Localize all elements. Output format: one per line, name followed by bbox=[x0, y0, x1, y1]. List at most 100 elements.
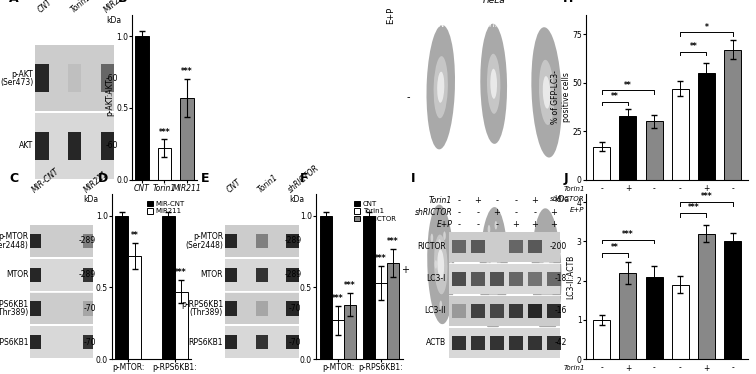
Circle shape bbox=[488, 225, 491, 234]
Text: -: - bbox=[679, 364, 682, 373]
Bar bbox=[509, 304, 523, 318]
Text: -70: -70 bbox=[289, 304, 302, 313]
Text: MIR211: MIR211 bbox=[102, 0, 130, 15]
Text: H: H bbox=[563, 0, 574, 5]
Bar bbox=[82, 335, 93, 349]
Y-axis label: % of GFP-LC3-
positive cells: % of GFP-LC3- positive cells bbox=[551, 70, 571, 124]
Text: CNT: CNT bbox=[225, 177, 243, 194]
Text: -60: -60 bbox=[105, 141, 118, 150]
Text: kDa: kDa bbox=[106, 16, 121, 25]
Bar bbox=[158, 148, 171, 180]
Text: ***: *** bbox=[387, 237, 399, 246]
Bar bbox=[82, 301, 93, 316]
Legend: MIR-CNT, MIR211: MIR-CNT, MIR211 bbox=[144, 198, 187, 217]
Bar bbox=[528, 240, 542, 254]
Circle shape bbox=[449, 257, 452, 265]
Bar bbox=[698, 73, 715, 180]
Text: **: ** bbox=[689, 42, 697, 51]
Bar bbox=[528, 304, 542, 318]
Bar bbox=[467, 15, 520, 187]
Circle shape bbox=[538, 270, 541, 278]
Text: HeLa: HeLa bbox=[482, 0, 505, 4]
Text: +: + bbox=[550, 220, 557, 229]
Text: +: + bbox=[730, 195, 736, 204]
Text: p-MTOR
(Ser2448): p-MTOR (Ser2448) bbox=[0, 232, 29, 249]
Text: -: - bbox=[600, 205, 603, 214]
Ellipse shape bbox=[480, 24, 507, 144]
Bar bbox=[256, 234, 268, 248]
Text: -: - bbox=[600, 364, 603, 373]
Text: -: - bbox=[514, 208, 517, 217]
Text: -42: -42 bbox=[554, 338, 567, 347]
Text: p-RPS6KB1
(Thr389): p-RPS6KB1 (Thr389) bbox=[0, 300, 29, 317]
Bar bbox=[528, 336, 542, 350]
Bar bbox=[414, 15, 467, 187]
Text: MTOR: MTOR bbox=[6, 270, 29, 279]
Text: -: - bbox=[731, 184, 734, 193]
Bar bbox=[471, 272, 485, 286]
Text: ***: *** bbox=[687, 203, 699, 212]
Text: -: - bbox=[514, 196, 517, 205]
Text: LC3-I: LC3-I bbox=[426, 274, 446, 283]
Bar bbox=[82, 234, 93, 248]
Bar bbox=[30, 292, 93, 325]
Text: ***: *** bbox=[344, 281, 356, 290]
Bar bbox=[414, 187, 467, 359]
Bar bbox=[101, 132, 114, 160]
Bar bbox=[101, 64, 114, 92]
Ellipse shape bbox=[490, 254, 497, 285]
Bar bbox=[593, 147, 610, 180]
Text: -: - bbox=[627, 205, 629, 214]
Text: ***: *** bbox=[332, 294, 344, 303]
Circle shape bbox=[546, 243, 548, 252]
Bar bbox=[646, 277, 662, 359]
Circle shape bbox=[542, 271, 545, 280]
Text: -289: -289 bbox=[79, 236, 96, 245]
Bar bbox=[225, 259, 299, 291]
Circle shape bbox=[549, 272, 552, 280]
Bar bbox=[162, 216, 175, 359]
Ellipse shape bbox=[434, 234, 448, 294]
Bar bbox=[547, 304, 561, 318]
Bar bbox=[225, 234, 237, 248]
Text: -: - bbox=[679, 184, 682, 193]
Ellipse shape bbox=[437, 72, 445, 103]
Text: -70: -70 bbox=[289, 338, 302, 347]
Text: ***: *** bbox=[701, 193, 712, 202]
Circle shape bbox=[555, 306, 557, 315]
Text: shRICTOR: shRICTOR bbox=[415, 208, 452, 217]
Bar bbox=[451, 272, 466, 286]
Text: ***: *** bbox=[622, 230, 634, 239]
Text: -: - bbox=[600, 184, 603, 193]
Circle shape bbox=[443, 232, 446, 240]
Circle shape bbox=[435, 260, 437, 269]
Text: MIR-CNT: MIR-CNT bbox=[30, 166, 60, 194]
Bar bbox=[547, 272, 561, 286]
Text: ***: *** bbox=[181, 67, 193, 77]
Bar bbox=[490, 304, 504, 318]
Ellipse shape bbox=[539, 60, 554, 125]
Text: Torin1: Torin1 bbox=[69, 0, 93, 15]
Text: +: + bbox=[703, 364, 710, 373]
Bar bbox=[471, 304, 485, 318]
Text: CNT: CNT bbox=[36, 0, 54, 15]
Bar bbox=[225, 326, 299, 358]
Bar bbox=[332, 321, 344, 359]
Text: +: + bbox=[677, 205, 683, 214]
Bar bbox=[490, 240, 504, 254]
Bar bbox=[451, 304, 466, 318]
Text: ***: *** bbox=[375, 254, 387, 263]
Bar bbox=[520, 187, 573, 359]
Text: A: A bbox=[9, 0, 19, 5]
Text: -289: -289 bbox=[284, 270, 302, 279]
Text: -: - bbox=[652, 364, 655, 373]
Bar bbox=[724, 242, 741, 359]
Bar bbox=[36, 64, 48, 92]
Text: p-RPS6KB1
(Thr389): p-RPS6KB1 (Thr389) bbox=[181, 300, 223, 317]
Bar bbox=[471, 336, 485, 350]
Text: -: - bbox=[553, 196, 556, 205]
Bar bbox=[30, 335, 41, 349]
Text: Torin1: Torin1 bbox=[481, 20, 507, 29]
Bar bbox=[225, 268, 237, 282]
Text: -: - bbox=[476, 220, 479, 229]
